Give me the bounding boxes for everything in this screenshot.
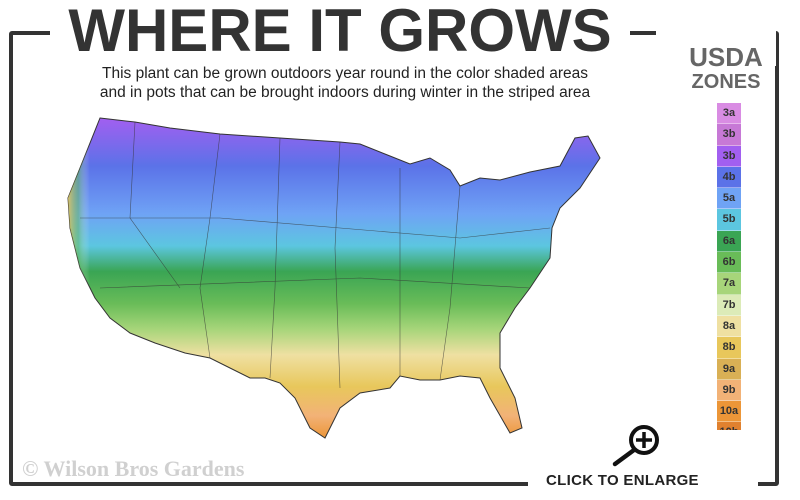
legend-zone-9b: 9b bbox=[717, 379, 741, 402]
usda-zone-map[interactable] bbox=[60, 108, 620, 453]
legend-zone-8b: 8b bbox=[717, 337, 741, 359]
legend-zone-6b: 6b bbox=[717, 252, 741, 274]
us-mainland-shape bbox=[67, 117, 601, 439]
legend-zone-5a: 5a bbox=[717, 188, 741, 210]
legend-zone-10a: 10a bbox=[717, 401, 741, 423]
legend-zone-3a: 3a bbox=[717, 103, 741, 125]
legend-zone-8a: 8a bbox=[717, 315, 741, 338]
subtitle-line-2: and in pots that can be brought indoors … bbox=[99, 84, 591, 101]
zone-legend: 3a3b3b4b5a5b6a6b7a7b8a8b9a9b10a10b bbox=[717, 103, 741, 444]
legend-zone-7a: 7a bbox=[717, 273, 741, 295]
legend-zone-7b: 7b bbox=[717, 294, 741, 316]
subtitle: This plant can be grown outdoors year ro… bbox=[40, 64, 650, 102]
legend-zone-3b: 3b bbox=[717, 124, 741, 146]
legend-zone-3b: 3b bbox=[717, 145, 741, 167]
legend-title-zones: ZONES bbox=[691, 71, 761, 93]
legend-zone-9a: 9a bbox=[717, 358, 741, 380]
copyright-watermark: © Wilson Bros Gardens bbox=[22, 456, 245, 481]
state-lines bbox=[80, 121, 551, 389]
legend-zone-5b: 5b bbox=[717, 209, 741, 231]
legend-title: USDA ZONES bbox=[676, 44, 776, 94]
subtitle-line-1: This plant can be grown outdoors year ro… bbox=[102, 65, 588, 82]
legend-zone-6a: 6a bbox=[717, 230, 741, 253]
legend-zone-4b: 4b bbox=[717, 166, 741, 189]
click-to-enlarge-button[interactable]: CLICK TO ENLARGE bbox=[546, 472, 699, 489]
legend-title-usda: USDA bbox=[689, 42, 763, 72]
page-title: WHERE IT GROWS bbox=[50, 0, 630, 62]
zoom-in-magnifier-icon[interactable] bbox=[606, 422, 666, 468]
legend-header-bg bbox=[656, 26, 776, 66]
